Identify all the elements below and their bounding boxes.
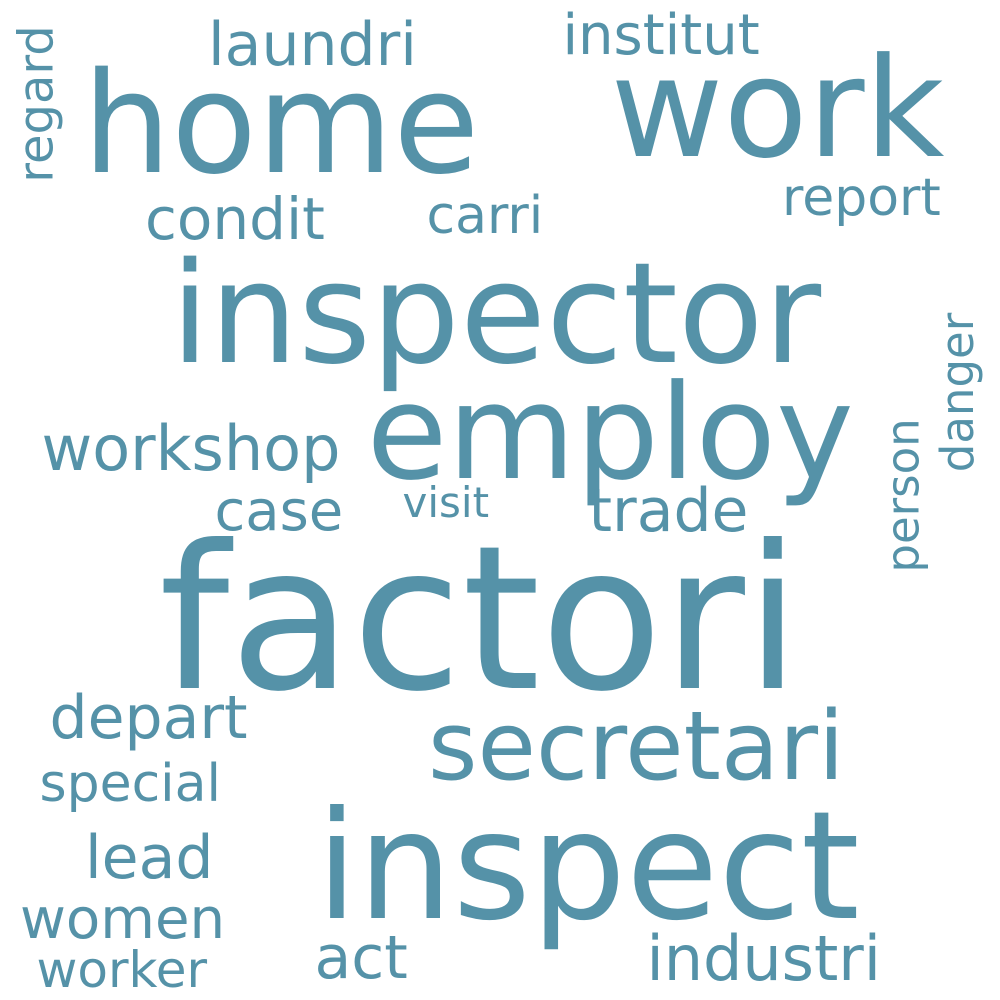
word-depart: depart bbox=[49, 683, 248, 753]
word-worker: worker bbox=[36, 941, 208, 999]
word-special: special bbox=[39, 754, 221, 814]
word-workshop: workshop bbox=[41, 412, 341, 485]
word-industri: industri bbox=[646, 922, 882, 995]
word-secretari: secretari bbox=[428, 692, 845, 802]
word-factori: factori bbox=[159, 503, 801, 736]
word-condit: condit bbox=[145, 185, 325, 253]
word-home: home bbox=[82, 43, 480, 206]
word-inspector: inspector bbox=[170, 233, 822, 396]
word-report: report bbox=[782, 168, 941, 228]
word-regard: regard bbox=[8, 25, 65, 183]
word-work: work bbox=[610, 28, 945, 189]
word-visit: visit bbox=[402, 478, 490, 527]
word-case: case bbox=[214, 479, 344, 544]
word-trade: trade bbox=[588, 476, 749, 546]
word-carri: carri bbox=[426, 186, 544, 246]
word-person: person bbox=[876, 417, 930, 573]
word-lead: lead bbox=[85, 823, 214, 893]
word-institut: institut bbox=[562, 3, 760, 68]
word-danger: danger bbox=[931, 312, 985, 473]
word-act: act bbox=[314, 923, 408, 993]
word-laundri: laundri bbox=[208, 10, 417, 80]
word-employ: employ bbox=[366, 357, 854, 510]
word-inspect: inspect bbox=[316, 780, 860, 954]
word-women: women bbox=[20, 887, 226, 952]
